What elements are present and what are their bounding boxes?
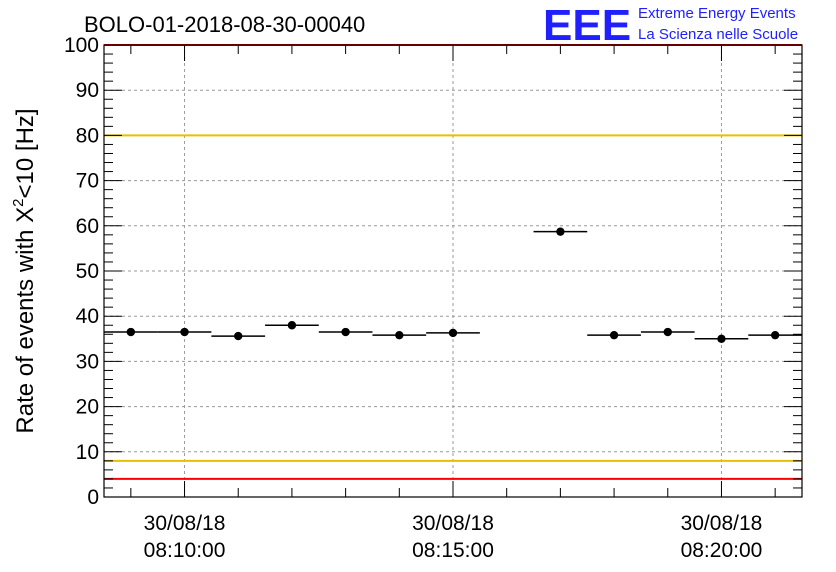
x-tick-date: 30/08/18 [412,512,494,535]
plot-frame [103,44,803,498]
y-tick-label: 40 [76,305,99,328]
y-tick-label: 60 [76,215,99,238]
chart-title: BOLO-01-2018-08-30-00040 [84,12,365,37]
eee-logo: EEE Extreme Energy Events La Scienza nel… [543,1,798,50]
data-points [104,227,802,343]
data-point [609,330,619,340]
data-point [287,321,297,330]
y-tick-label: 80 [76,124,99,147]
x-tick-labels: 30/08/18 08:10:00 30/08/18 08:15:00 30/08/18… [144,512,763,562]
grid [104,44,802,498]
data-point [126,327,136,337]
y-tick-label: 70 [76,170,99,193]
logo-mark: EEE [543,1,631,50]
y-tick-label: 90 [76,79,99,102]
data-point [556,227,565,236]
y-tick-label: 30 [76,350,99,373]
y-tick-label: 50 [76,260,99,283]
data-point [663,327,672,337]
logo-line-1: Extreme Energy Events [638,5,796,22]
y-axis-label-main: Rate of events with Χ [12,207,39,434]
data-point [770,330,780,340]
y-tick-labels: 0 10 20 30 40 50 60 70 80 90 100 [64,34,99,509]
x-tick-time: 08:15:00 [412,539,494,562]
data-point [341,327,350,337]
y-tick-label: 100 [64,34,99,57]
x-tick-date: 30/08/18 [144,512,226,535]
y-axis-label-tail: <10 [Hz] [12,108,39,198]
data-point [717,334,726,343]
data-point [448,328,458,338]
y-axis-label-superscript: 2 [10,198,27,206]
y-tick-label: 10 [76,441,99,464]
y-axis-label: Rate of events with Χ2<10 [Hz] [10,108,39,433]
y-tick-label: 0 [87,486,99,509]
x-tick-date: 30/08/18 [681,512,763,535]
x-tick-time: 08:20:00 [681,539,763,562]
y-tick-label: 20 [76,396,99,419]
logo-line-2: La Scienza nelle Scuole [638,26,798,43]
x-tick-time: 08:10:00 [144,539,226,562]
data-point [395,330,404,340]
data-point [180,327,189,337]
data-point [234,331,243,341]
